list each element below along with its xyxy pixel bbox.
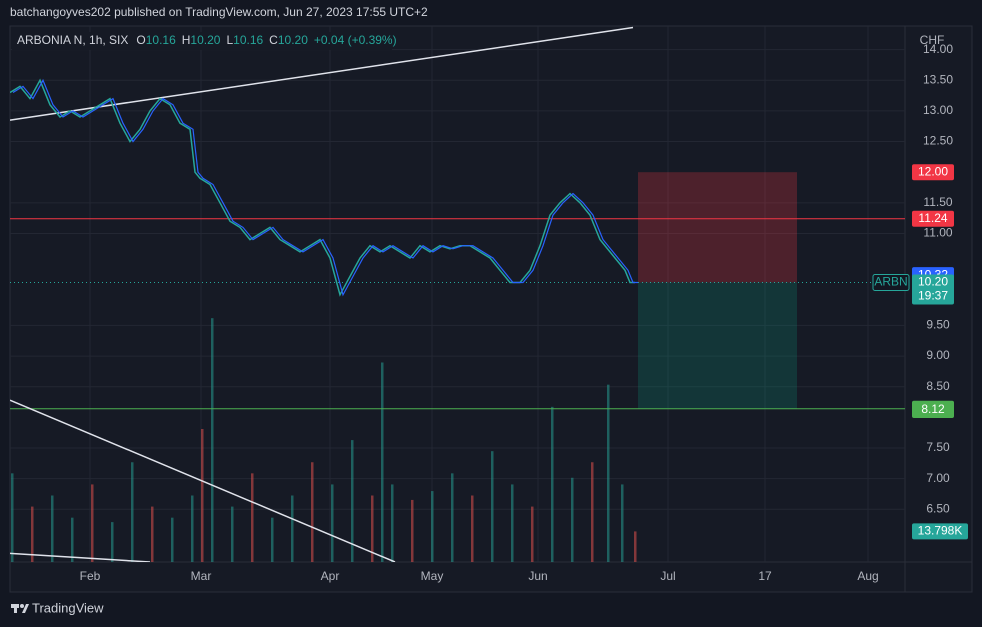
volume-bar [621, 484, 624, 562]
volume-bar [634, 531, 637, 562]
volume-bar [391, 484, 394, 562]
volume-bar [291, 495, 294, 562]
plot-area [10, 26, 905, 562]
volume-bar [471, 495, 474, 562]
ohlc-key: O [136, 33, 145, 47]
y-tick-label: 13.00 [923, 103, 953, 117]
ohlc-value: 10.20 [190, 33, 220, 47]
y-tick-label: 7.50 [926, 440, 950, 454]
price-marker-bg [912, 402, 954, 418]
moving-average [12, 78, 638, 297]
x-tick-label: Feb [80, 569, 101, 583]
ohlc-value: 10.16 [233, 33, 263, 47]
level-label-bg [912, 210, 954, 227]
price-marker-bg [912, 164, 954, 181]
volume-bar [371, 495, 374, 562]
volume-bar [411, 499, 414, 562]
y-tick-label: 9.00 [926, 348, 950, 362]
brand: TradingView [32, 600, 104, 615]
trendline [10, 399, 396, 562]
trendline [10, 26, 634, 121]
volume-label-bg [912, 523, 968, 540]
ohlc-value: 10.16 [146, 33, 176, 47]
price-marker: 12.00 [918, 164, 948, 178]
x-tick-label: May [421, 569, 444, 583]
volume-bar [191, 495, 194, 562]
publisher: batchangoyves202 published on TradingVie… [10, 5, 428, 19]
ohlc-key: L [226, 33, 233, 47]
y-tick-label: 9.50 [926, 318, 950, 332]
volume-bar [571, 477, 574, 562]
symbol: ARBONIA N, 1h, SIX [17, 33, 128, 47]
volume-bar [251, 473, 254, 562]
volume-bar [31, 506, 34, 562]
volume-bar [111, 522, 114, 562]
y-tick-label: 11.00 [923, 226, 952, 240]
volume-bar [431, 491, 434, 562]
currency: CHF [920, 33, 945, 47]
y-tick-label: 6.50 [926, 501, 950, 515]
volume-bar [51, 495, 54, 562]
volume-bar [71, 517, 74, 562]
volume-label: 13.798K [918, 524, 963, 538]
y-tick-label: 8.50 [926, 379, 950, 393]
y-tick-label: 7.00 [926, 471, 950, 485]
volume-bar [351, 440, 354, 562]
volume-bar [511, 484, 514, 562]
volume-bar [531, 506, 534, 562]
symbol-tag: ARBN [874, 275, 907, 289]
legend-bg [12, 32, 392, 50]
volume-bar [271, 517, 274, 562]
price-marker: 8.12 [921, 402, 945, 416]
brand-logo [11, 604, 29, 613]
volume-bar [11, 473, 14, 562]
trendline [10, 552, 151, 562]
ohlc-key: H [182, 33, 191, 47]
x-tick-label: Aug [857, 569, 878, 583]
y-tick-label: 11.50 [923, 195, 952, 209]
ohlc-value: 10.20 [278, 33, 308, 47]
volume-bar [381, 362, 384, 562]
target-zone [638, 282, 797, 409]
volume-bar [331, 484, 334, 562]
last-price: 10.20 [918, 275, 948, 289]
volume-bar [551, 406, 554, 562]
price-line [10, 78, 635, 297]
x-tick-label: Apr [321, 569, 340, 583]
y-tick-label: 12.50 [923, 134, 953, 148]
x-tick-label: Jun [528, 569, 547, 583]
stop-zone [638, 172, 797, 283]
level-label: 11.24 [918, 211, 947, 225]
volume-bar [607, 384, 610, 562]
x-tick-label: 17 [758, 569, 772, 583]
volume-bar [201, 429, 204, 562]
volume-bar [311, 462, 314, 562]
volume-bar [491, 451, 494, 562]
y-tick-label: 14.00 [923, 42, 953, 56]
volume-bar [451, 473, 454, 562]
volume-bar [91, 484, 94, 562]
countdown: 19:37 [918, 289, 948, 303]
volume-bar [151, 506, 154, 562]
x-tick-label: Jul [660, 569, 675, 583]
volume-bar [591, 462, 594, 562]
change: +0.04 (+0.39%) [314, 33, 397, 47]
ohlc-key: C [269, 33, 278, 47]
volume-bar [231, 506, 234, 562]
symbol-tag-bg [872, 274, 910, 292]
volume-bar [131, 462, 134, 562]
volume-bar [171, 517, 174, 562]
last-price-bg [912, 274, 954, 305]
y-tick-label: 13.50 [923, 72, 953, 86]
volume-bar [211, 318, 214, 562]
x-tick-label: Mar [191, 569, 212, 583]
